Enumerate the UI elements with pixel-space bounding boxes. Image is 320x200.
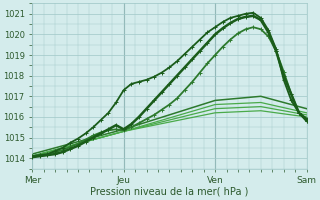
X-axis label: Pression niveau de la mer( hPa ): Pression niveau de la mer( hPa ) — [90, 187, 249, 197]
